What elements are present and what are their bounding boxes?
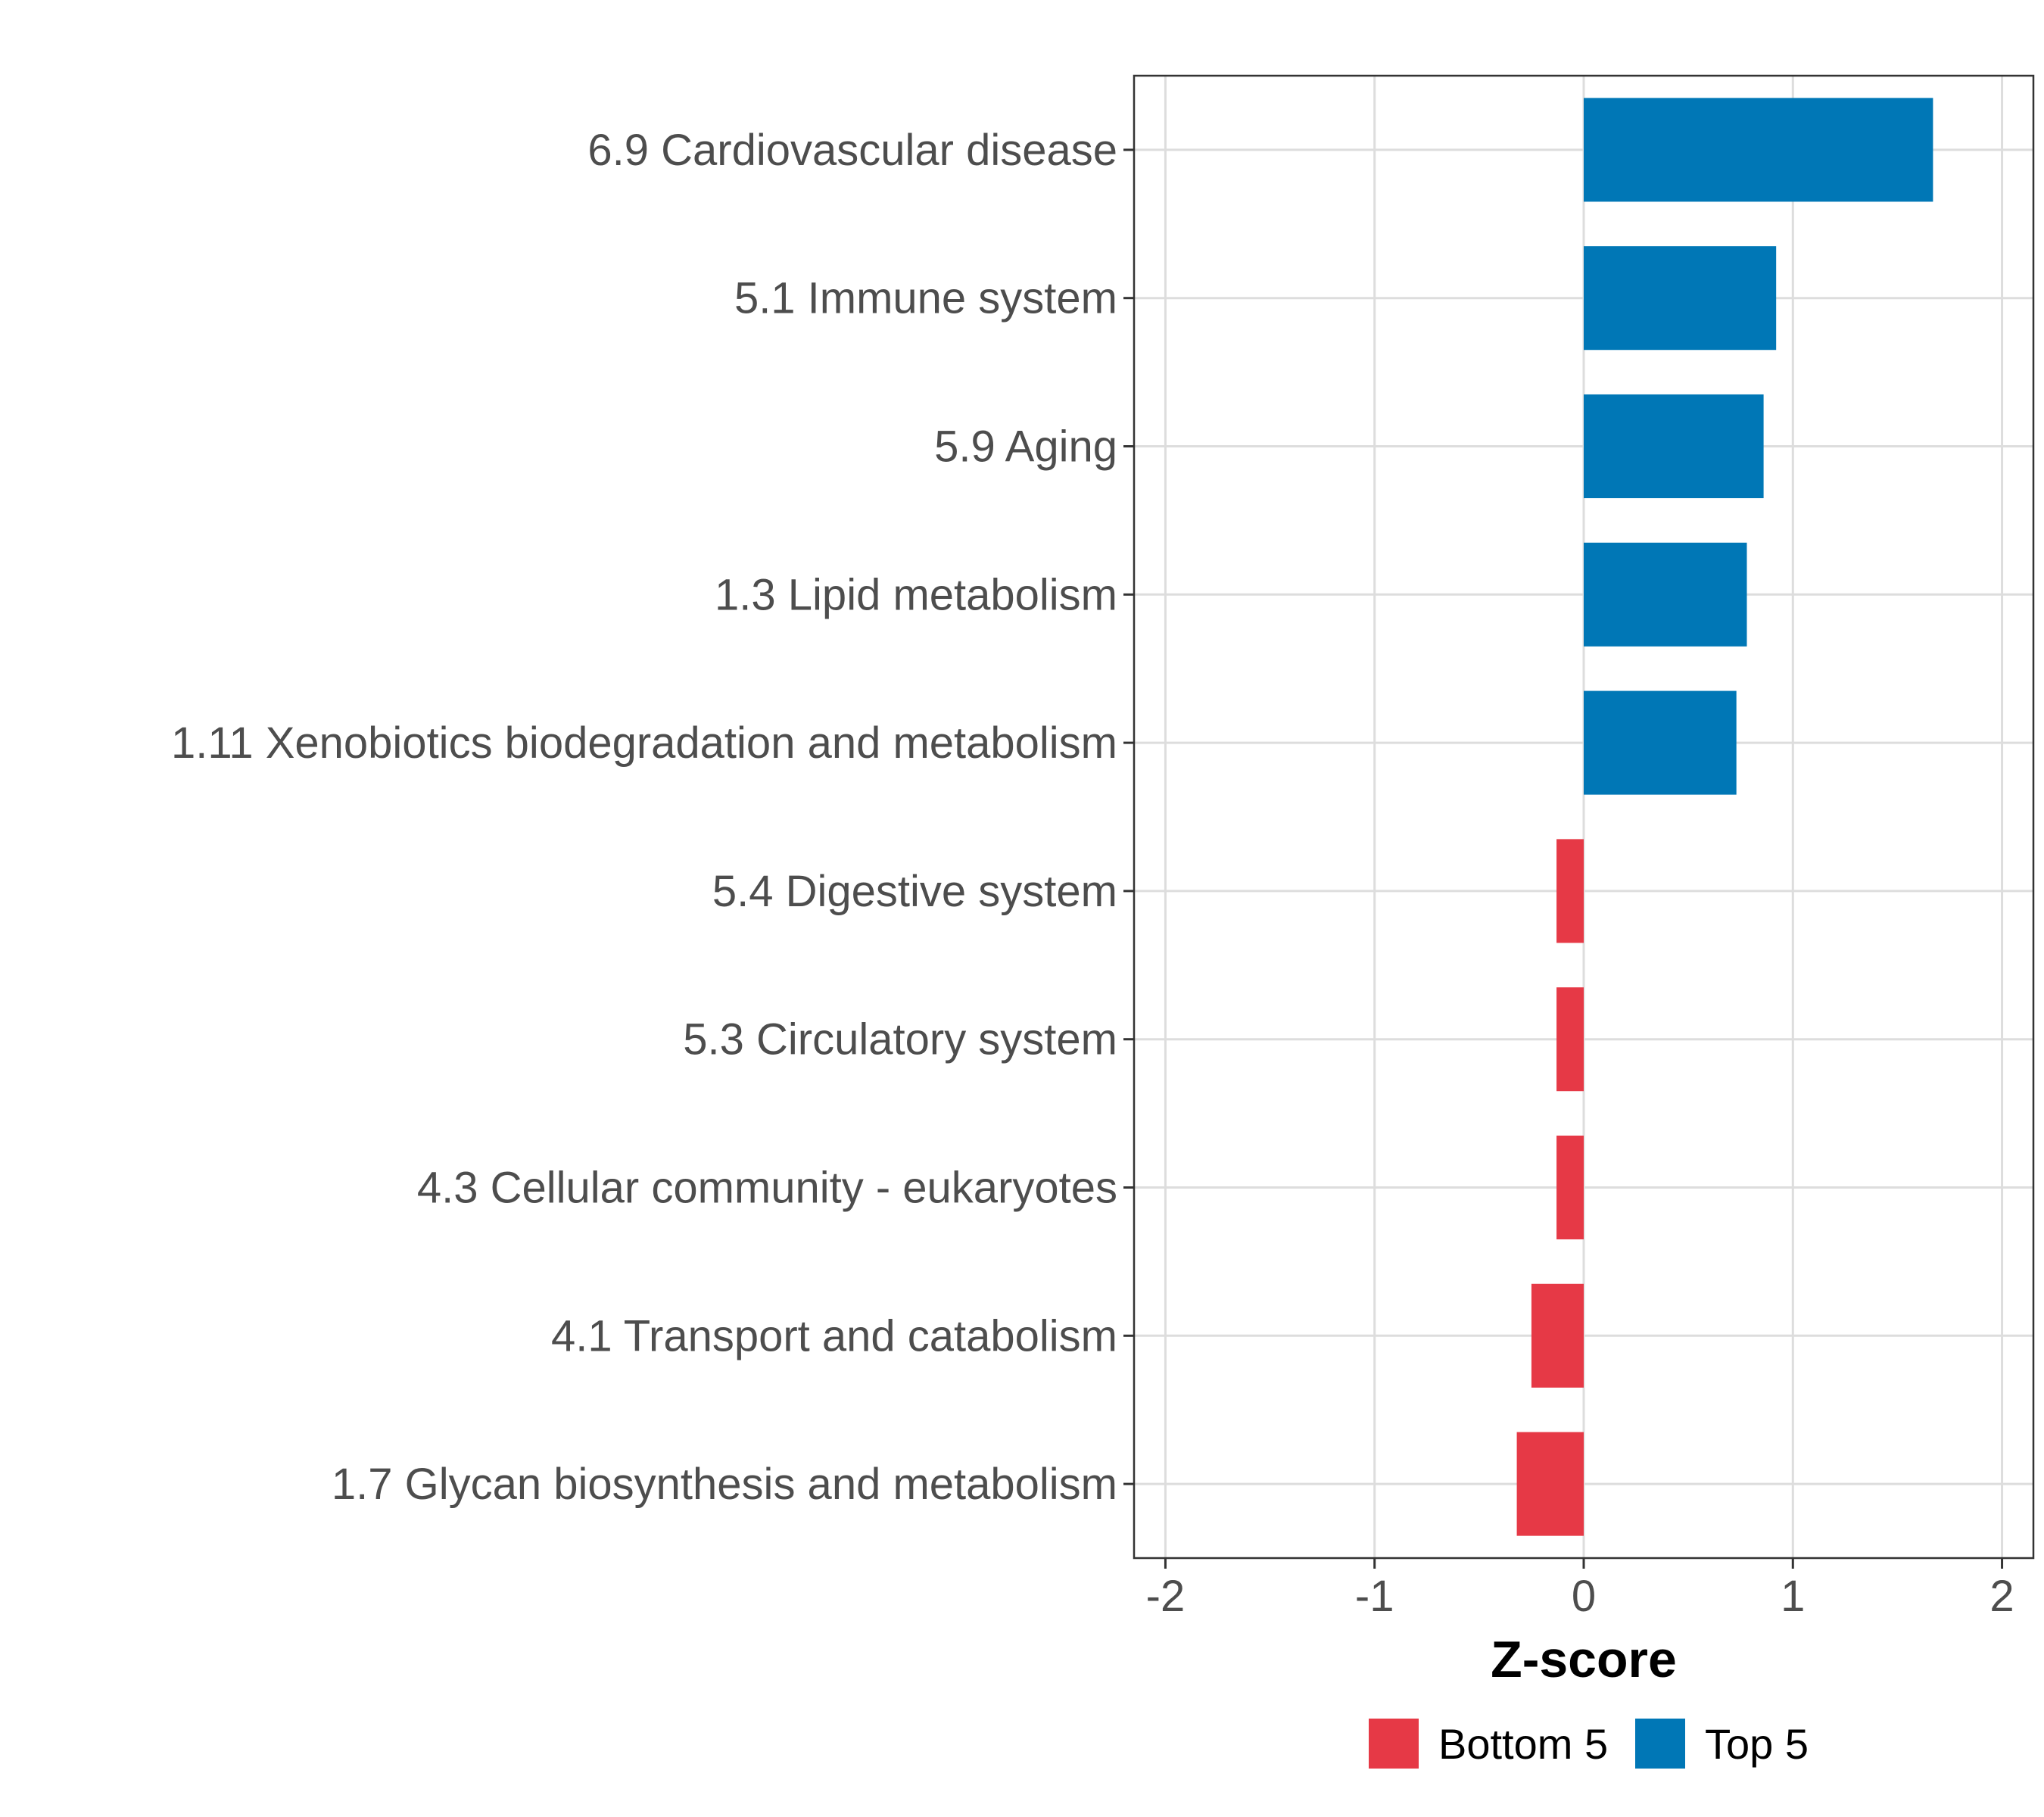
x-tick-label: -1 <box>1355 1572 1394 1621</box>
bars <box>1516 98 1933 1536</box>
y-tick-label: 1.11 Xenobiotics biodegradation and meta… <box>171 718 1117 768</box>
legend-key-top <box>1635 1719 1685 1769</box>
y-tick-label: 4.3 Cellular community - eukaryotes <box>417 1164 1117 1213</box>
y-tick-label: 5.1 Immune system <box>734 274 1117 323</box>
bar-top <box>1584 690 1737 795</box>
y-tick-label: 1.7 Glycan biosynthesis and metabolism <box>332 1460 1117 1509</box>
x-tick-label: 2 <box>1989 1572 2014 1621</box>
x-tick-label: -2 <box>1146 1572 1186 1621</box>
bar-bottom <box>1556 987 1584 1092</box>
y-tick-label: 4.1 Transport and catabolism <box>551 1311 1117 1360</box>
y-tick-label: 5.4 Digestive system <box>712 867 1117 916</box>
legend: Bottom 5 Top 5 <box>1369 1719 1809 1769</box>
bar-top <box>1584 98 1933 202</box>
legend-label: Bottom 5 <box>1438 1720 1608 1768</box>
x-axis-ticks: -2 -1 0 1 2 <box>1146 1558 2014 1621</box>
y-tick-label: 5.9 Aging <box>934 422 1117 472</box>
y-axis-ticks: 6.9 Cardiovascular disease 5.1 Immune sys… <box>171 126 1134 1509</box>
bar-bottom <box>1516 1432 1584 1536</box>
y-tick-label: 1.3 Lipid metabolism <box>715 570 1117 619</box>
bar-bottom <box>1531 1283 1584 1388</box>
y-tick-label: 6.9 Cardiovascular disease <box>587 126 1117 175</box>
bar-top <box>1584 246 1777 351</box>
legend-label: Top 5 <box>1705 1720 1809 1768</box>
x-axis-title: Z-score <box>1491 1631 1677 1688</box>
bar-top <box>1584 542 1747 647</box>
legend-key-bottom <box>1369 1719 1419 1769</box>
x-tick-label: 1 <box>1781 1572 1805 1621</box>
bar-top <box>1584 394 1764 499</box>
bar-bottom <box>1556 1135 1584 1240</box>
x-tick-label: 0 <box>1572 1572 1596 1621</box>
y-tick-label: 5.3 Circulatory system <box>683 1015 1117 1064</box>
bar-bottom <box>1556 839 1584 943</box>
